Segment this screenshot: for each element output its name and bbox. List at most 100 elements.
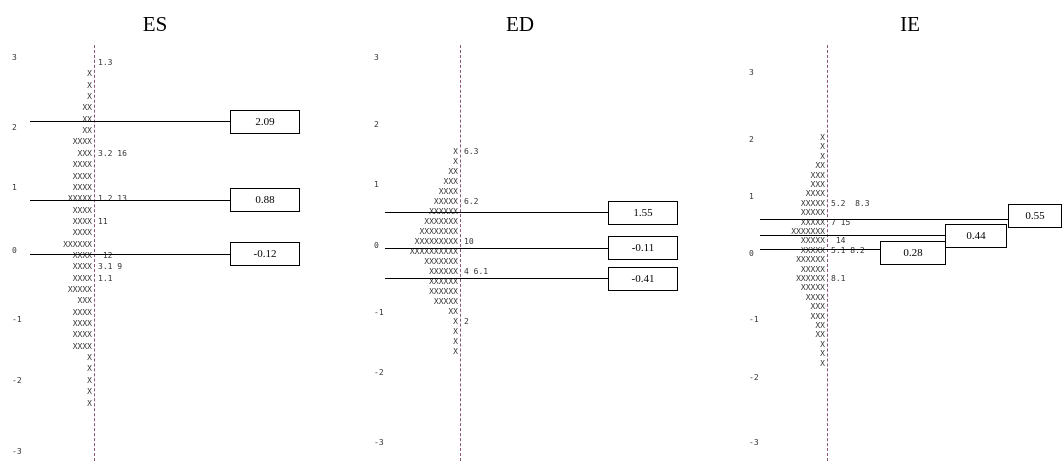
person-marks: X — [820, 151, 825, 161]
person-marks: XXXX — [72, 182, 92, 192]
y-tick-label: -1 — [749, 315, 759, 324]
person-marks: XXXX — [805, 292, 825, 302]
threshold-line — [30, 200, 230, 201]
person-marks: XXXXX — [800, 198, 825, 208]
person-marks: X — [87, 375, 92, 385]
person-marks: XXXXX — [800, 217, 825, 227]
y-tick-label: -2 — [12, 376, 22, 385]
y-tick-label: 0 — [749, 249, 754, 258]
threshold-value-box: 0.88 — [230, 188, 300, 212]
item-labels: 8.1 — [831, 274, 846, 283]
person-marks: XXXX — [72, 216, 92, 226]
y-tick-label: 0 — [12, 246, 17, 255]
person-marks: X — [87, 69, 92, 79]
person-marks: XXXXX — [67, 194, 92, 204]
person-marks: X — [453, 317, 458, 326]
threshold-value-box: -0.11 — [608, 236, 678, 260]
item-labels: 7 15 — [831, 217, 851, 227]
person-marks: X — [453, 157, 458, 166]
person-marks: X — [87, 353, 92, 363]
person-marks: XXX — [77, 296, 92, 306]
person-marks: XX — [82, 126, 92, 136]
person-marks: X — [87, 387, 92, 397]
y-tick-label: -2 — [749, 373, 759, 382]
threshold-value-box: 2.09 — [230, 110, 300, 134]
threshold-value-box: -0.41 — [608, 267, 678, 291]
person-marks: X — [87, 92, 92, 102]
person-marks: XXXX — [72, 319, 92, 329]
y-tick-label: 0 — [374, 241, 379, 250]
y-tick-label: -3 — [749, 438, 759, 447]
threshold-value-box: 1.55 — [608, 201, 678, 225]
person-marks: X — [453, 347, 458, 356]
person-marks: XXXXXXXX — [419, 227, 458, 236]
y-tick-label: 2 — [749, 135, 754, 144]
person-marks: XX — [448, 307, 458, 316]
person-marks: X — [820, 142, 825, 152]
y-tick-label: 3 — [12, 53, 17, 62]
person-marks: XXXX — [72, 273, 92, 283]
person-marks: XX — [815, 161, 825, 171]
item-labels: 2 — [464, 317, 469, 326]
person-marks: XXXXX — [433, 297, 458, 306]
item-labels: 3.1 9 — [98, 262, 123, 272]
person-marks: XXXX — [72, 330, 92, 340]
y-tick-label: 1 — [749, 192, 754, 201]
person-marks: XXXXX — [800, 236, 825, 246]
y-tick-label: -3 — [374, 438, 384, 447]
person-marks: X — [87, 398, 92, 408]
threshold-line — [385, 212, 608, 213]
y-tick-label: 3 — [374, 53, 379, 62]
person-marks: XXXXXXX — [791, 227, 825, 236]
item-labels: 1.3 — [98, 58, 113, 67]
person-marks: XXX — [810, 180, 825, 189]
person-marks: XXXXXX — [429, 287, 458, 296]
person-marks: XXXXXX — [429, 207, 458, 216]
person-marks: X — [87, 80, 92, 90]
threshold-line — [30, 121, 230, 122]
item-labels: 5.2 8.3 — [831, 198, 870, 208]
person-marks: XXX — [810, 170, 825, 180]
person-marks: XX — [448, 167, 458, 176]
y-tick-label: -2 — [374, 368, 384, 377]
item-labels: 6.3 — [464, 147, 479, 156]
person-marks: XXXX — [72, 160, 92, 170]
person-marks: XXXXX — [800, 264, 825, 274]
person-marks: XXXX — [438, 187, 458, 196]
person-marks: XXXX — [72, 137, 92, 147]
person-marks: XXXXX — [800, 208, 825, 218]
person-marks: XXX — [77, 148, 92, 158]
panel-title: ED — [506, 12, 534, 36]
y-tick-label: 3 — [749, 68, 754, 77]
threshold-line — [385, 278, 608, 279]
person-marks: XXXXXX — [796, 255, 825, 265]
item-labels: 10 — [464, 237, 474, 246]
person-marks: X — [453, 337, 458, 346]
person-marks: XXXX — [72, 307, 92, 317]
threshold-line — [30, 254, 230, 255]
person-marks: XXXX — [805, 189, 825, 199]
person-marks: XX — [815, 321, 825, 330]
person-marks: XXX — [810, 302, 825, 312]
person-marks: XXXXXXXXX — [414, 237, 458, 246]
center-axis — [460, 45, 461, 461]
person-marks: XXXXXX — [429, 267, 458, 276]
threshold-value-box: 0.55 — [1008, 204, 1062, 228]
person-marks: XXXXXX — [429, 277, 458, 286]
person-marks: XXX — [443, 177, 458, 186]
threshold-value-box: 0.28 — [880, 241, 946, 265]
y-tick-label: -1 — [12, 315, 22, 324]
y-tick-label: 1 — [374, 180, 379, 189]
threshold-value-box: -0.12 — [230, 242, 300, 266]
person-marks: XXXX — [72, 250, 92, 260]
item-labels: 12 — [98, 250, 113, 260]
person-marks: X — [820, 358, 825, 368]
item-labels: 6.2 — [464, 197, 479, 206]
person-marks: XXXXX — [800, 245, 825, 255]
person-marks: X — [820, 349, 825, 359]
y-tick-label: 2 — [12, 123, 17, 132]
item-labels: 5.1 8.2 — [831, 245, 865, 255]
person-marks: XXXX — [72, 262, 92, 272]
y-tick-label: 1 — [12, 183, 17, 192]
y-tick-label: 2 — [374, 120, 379, 129]
